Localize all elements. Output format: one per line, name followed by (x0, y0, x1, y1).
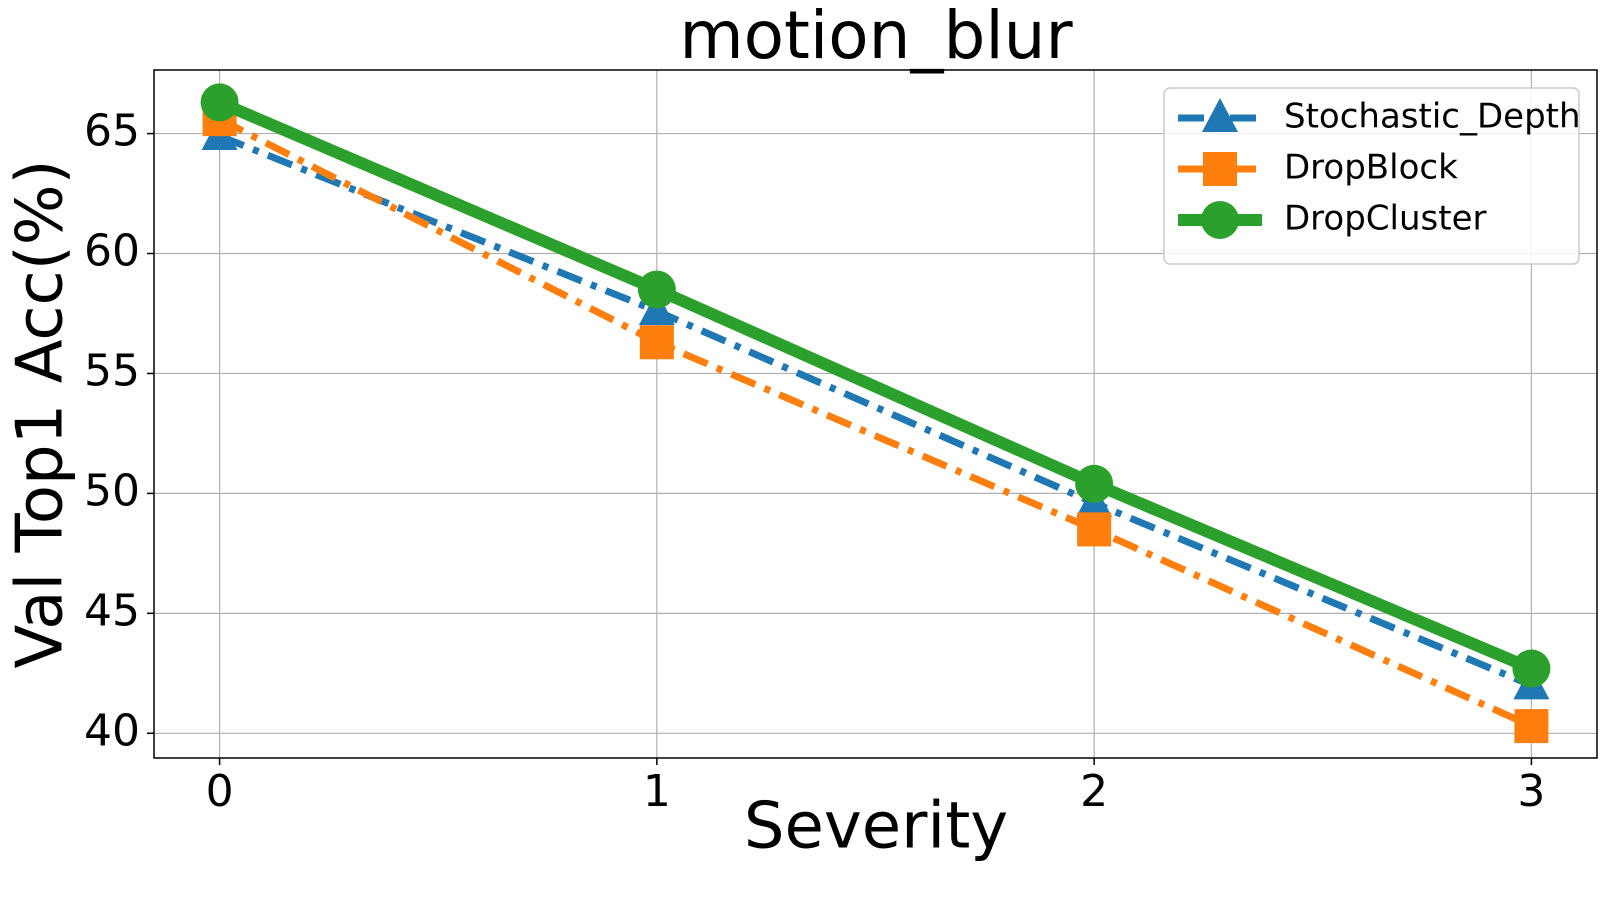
legend-marker (1203, 152, 1237, 186)
y-tick-label: 55 (84, 345, 140, 396)
x-tick-label: 2 (1080, 766, 1108, 817)
marker (1514, 709, 1549, 744)
marker (1512, 649, 1551, 688)
legend: Stochastic_Depth DropBlock DropCluster (1163, 87, 1581, 265)
x-tick-label: 1 (643, 766, 671, 817)
legend-box (1163, 87, 1580, 265)
chart-title: motion_blur (679, 0, 1073, 74)
marker (200, 83, 239, 122)
y-tick-label: 65 (84, 106, 140, 157)
legend-marker (1202, 98, 1238, 132)
marker (637, 270, 676, 309)
y-tick-label: 50 (84, 465, 140, 516)
y-tick-label: 40 (84, 705, 140, 756)
marker (1075, 464, 1114, 503)
y-axis-label: Val Top1 Acc(%) (4, 160, 78, 669)
series-line (218, 132, 1533, 689)
legend-label: Stochastic_Depth (1284, 97, 1581, 137)
plot-frame (153, 69, 1598, 759)
legend-label: DropBlock (1284, 148, 1458, 188)
marker (639, 325, 674, 360)
x-axis-label: Severity (744, 790, 1008, 864)
legend-label: DropCluster (1284, 199, 1486, 239)
x-tick-label: 3 (1517, 766, 1545, 817)
series-line (218, 116, 1533, 730)
series-line (217, 96, 1534, 675)
legend-marker (1201, 201, 1239, 239)
y-tick-label: 60 (84, 226, 140, 277)
y-tick-label: 45 (84, 585, 140, 636)
marker (1077, 512, 1112, 547)
x-tick-label: 0 (206, 766, 234, 817)
